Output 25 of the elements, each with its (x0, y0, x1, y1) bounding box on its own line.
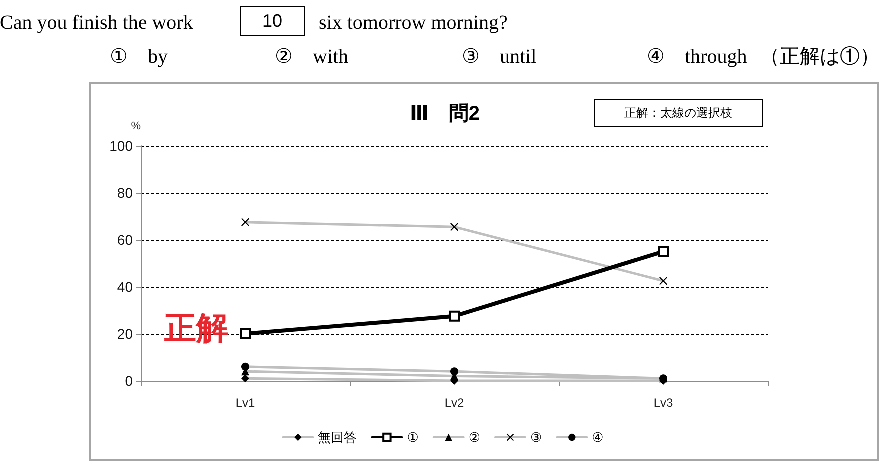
y-tick-label: 100 (110, 138, 134, 154)
text: ② with (275, 46, 349, 68)
legend-label: ③ (530, 430, 542, 445)
legend-label: ② (468, 430, 480, 445)
legend-label: ④ (592, 430, 604, 445)
x-tick-label: Lv1 (236, 396, 256, 410)
x-tick-label: Lv2 (444, 396, 464, 410)
legend-label: 無回答 (318, 430, 358, 445)
y-tick-label: 20 (117, 326, 134, 342)
text: ① by (110, 46, 168, 68)
chart-title: Ⅲ 問2 (410, 103, 480, 125)
x-tick-label: Lv3 (654, 396, 674, 410)
text: six tomorrow morning? (319, 12, 508, 34)
legend-label: ① (407, 430, 419, 445)
y-tick-label: 0 (125, 373, 134, 389)
text: Can you finish the work (0, 12, 194, 34)
text: （正解は①） (760, 46, 880, 68)
y-tick-label: 60 (117, 232, 134, 248)
text: ③ until (462, 46, 537, 68)
text: 10 (240, 6, 305, 36)
y-tick-label: 80 (117, 185, 134, 201)
y-tick-label: 40 (117, 279, 134, 295)
text: 正解：太線の選択枝 (594, 99, 763, 127)
text: ④ through (647, 46, 748, 68)
y-axis-title: % (131, 120, 142, 132)
